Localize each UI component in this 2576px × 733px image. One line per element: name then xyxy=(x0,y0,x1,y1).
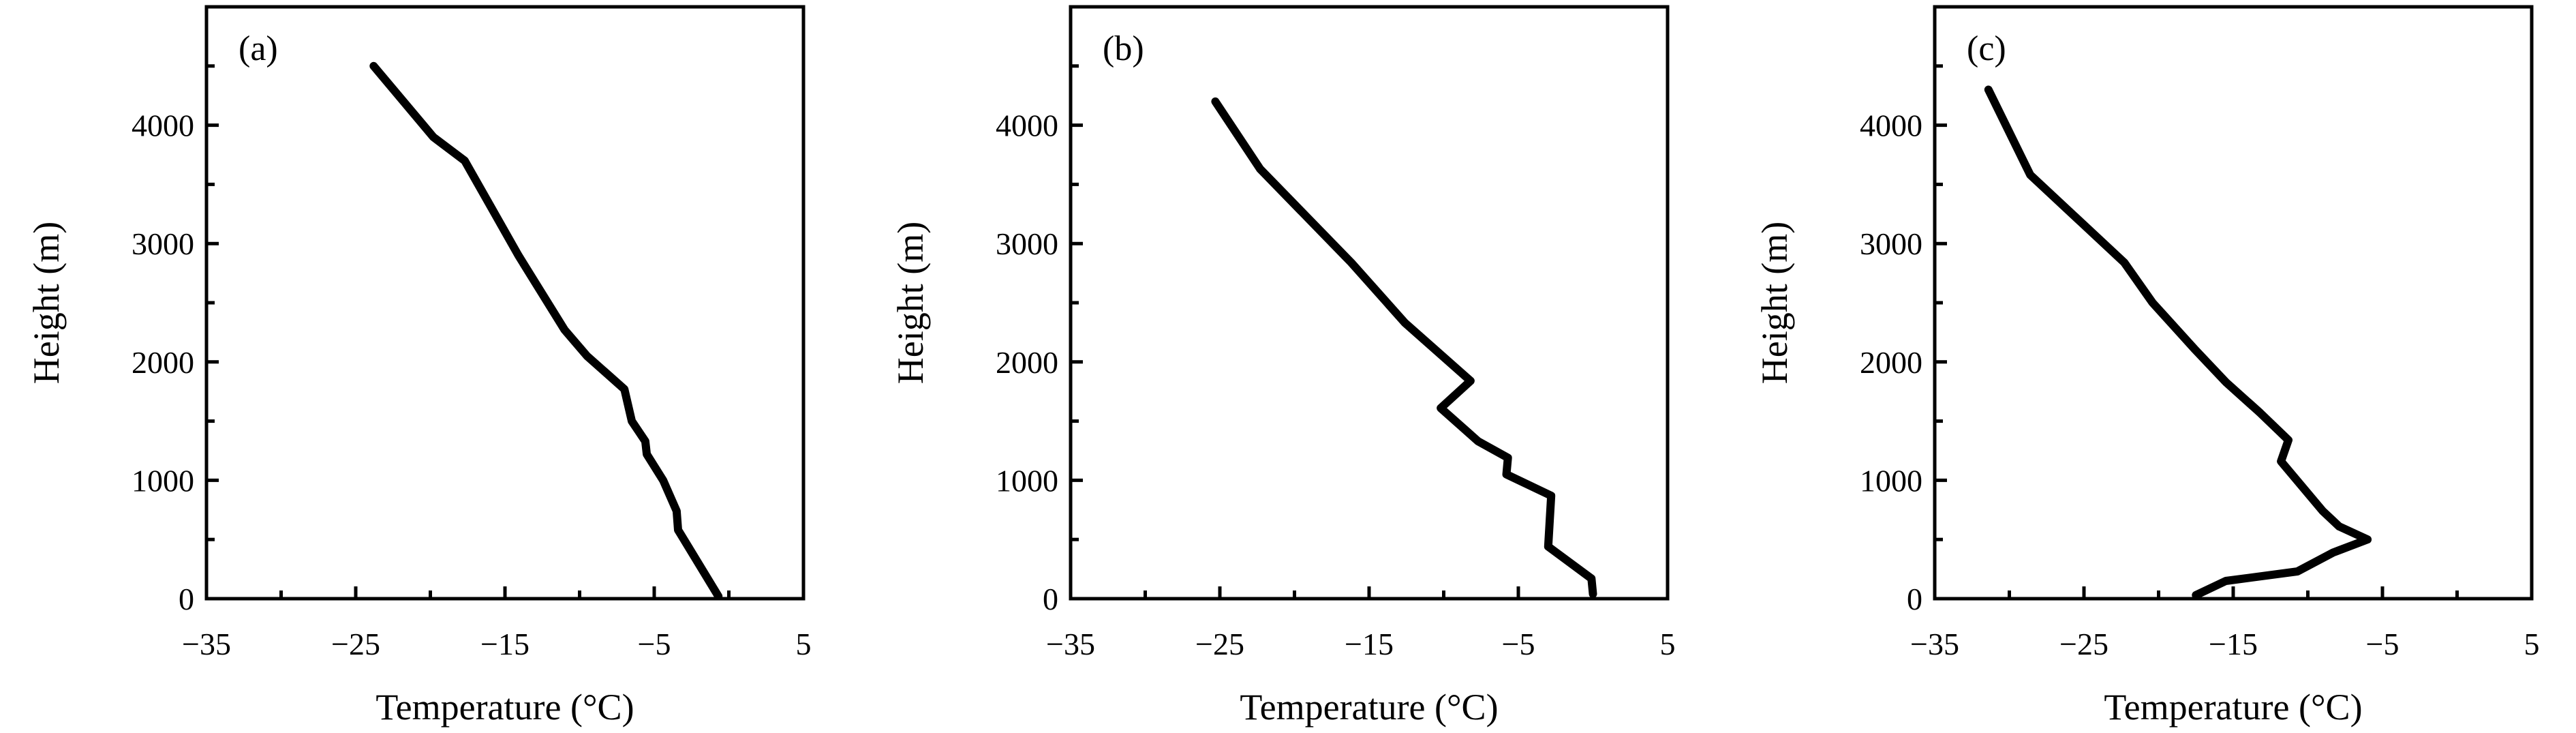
x-tick-label: −35 xyxy=(182,627,231,661)
panel-label: (b) xyxy=(1103,29,1144,68)
y-tick-label: 1000 xyxy=(996,463,1058,498)
y-tick-label: 2000 xyxy=(996,345,1058,380)
x-tick-label: −25 xyxy=(1195,627,1244,661)
x-tick-label: 5 xyxy=(796,627,812,661)
plot-frame xyxy=(1933,5,2534,601)
y-axis-title: Height (m) xyxy=(26,222,67,384)
panel-label: (c) xyxy=(1967,29,2006,68)
plot-frame xyxy=(204,5,806,601)
x-tick-label: −35 xyxy=(1910,627,1959,661)
marks-layer: −35 −25 −15 −5 5 0 1000 2000 3000 4000 xyxy=(132,61,812,661)
panel-a: −35 −25 −15 −5 5 0 1000 2000 3000 4000 (a) Temper… xyxy=(26,5,812,728)
x-axis-title: Temperature (°C) xyxy=(1240,687,1498,728)
y-tick-label: 1000 xyxy=(132,463,194,498)
x-tick-label: −5 xyxy=(1502,627,1535,661)
y-axis-title: Height (m) xyxy=(890,222,931,384)
y-tick-label: 0 xyxy=(1043,582,1058,616)
x-axis-title: Temperature (°C) xyxy=(375,687,634,728)
y-tick-label: 2000 xyxy=(132,345,194,380)
panel-b: −35 −25 −15 −5 5 0 1000 2000 3000 4000 (b) Temper… xyxy=(890,5,1676,728)
temperature-profile-line xyxy=(1211,97,1597,599)
y-tick-label: 3000 xyxy=(132,226,194,261)
x-tick-label: −5 xyxy=(2366,627,2399,661)
panel-label: (a) xyxy=(239,29,278,68)
y-tick-label: 1000 xyxy=(1860,463,1922,498)
x-tick-label: −15 xyxy=(480,627,530,661)
panel-c: −35 −25 −15 −5 5 0 1000 2000 3000 4000 (c) Temper… xyxy=(1754,5,2540,728)
marks-layer: −35 −25 −15 −5 5 0 1000 2000 3000 4000 xyxy=(1860,64,2540,661)
x-axis-title: Temperature (°C) xyxy=(2104,687,2362,728)
temperature-profile-line xyxy=(1984,85,2372,599)
y-tick-label: 4000 xyxy=(996,108,1058,143)
y-tick-label: 3000 xyxy=(1860,226,1922,261)
x-tick-label: −25 xyxy=(331,627,380,661)
x-tick-label: −5 xyxy=(638,627,671,661)
y-tick-label: 2000 xyxy=(1860,345,1922,380)
x-tick-label: 5 xyxy=(1660,627,1676,661)
y-tick-label: 4000 xyxy=(1860,108,1922,143)
y-tick-label: 3000 xyxy=(996,226,1058,261)
y-tick-label: 4000 xyxy=(132,108,194,143)
x-tick-label: −35 xyxy=(1046,627,1095,661)
x-tick-label: −25 xyxy=(2059,627,2109,661)
x-tick-label: −15 xyxy=(1345,627,1394,661)
temperature-profile-line xyxy=(369,61,723,601)
y-tick-label: 0 xyxy=(179,582,194,616)
plot-frame xyxy=(1069,5,1670,601)
x-tick-label: 5 xyxy=(2524,627,2540,661)
y-tick-label: 0 xyxy=(1907,582,1922,616)
x-tick-label: −15 xyxy=(2209,627,2258,661)
y-axis-title: Height (m) xyxy=(1754,222,1795,384)
marks-layer: −35 −25 −15 −5 5 0 1000 2000 3000 4000 xyxy=(996,64,1676,661)
